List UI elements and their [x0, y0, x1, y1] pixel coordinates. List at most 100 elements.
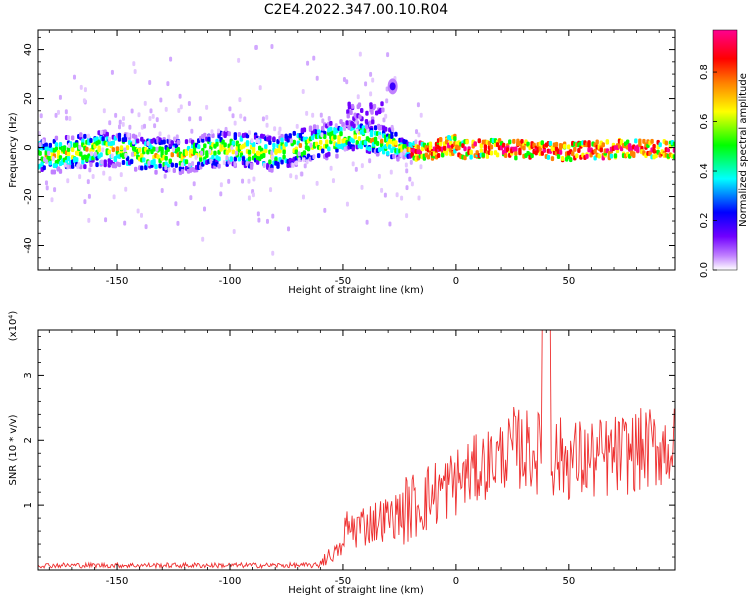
spectrogram-noise-cell — [83, 199, 87, 205]
spectrogram-cell — [654, 153, 658, 159]
spectrogram-noise-cell — [192, 181, 196, 187]
spectrogram-noise-cell — [269, 187, 273, 193]
spectrogram-cell — [357, 102, 362, 108]
spectrogram-noise-cell — [155, 117, 159, 123]
spectrogram-cell — [540, 140, 544, 146]
spectrogram-cell — [495, 152, 500, 158]
spectrogram-cell — [585, 153, 589, 159]
spectrogram-noise-cell — [303, 163, 307, 169]
spectrogram-noise-cell — [190, 128, 194, 134]
snr-y-axis-label: SNR (10 * v/v) — [8, 414, 19, 485]
spectrogram-cell — [133, 134, 138, 140]
spectrogram-noise-cell — [417, 132, 421, 138]
spectrogram-noise-cell — [153, 123, 157, 129]
spectrogram-noise-cell — [147, 161, 151, 167]
spectrogram-noise-cell — [87, 133, 91, 139]
spectrogram-cell — [158, 163, 162, 169]
spectrogram-noise-cell — [39, 113, 43, 119]
spectrogram-noise-cell — [167, 167, 171, 173]
spectrogram-noise-cell — [54, 112, 58, 118]
spectrogram-cell — [321, 148, 325, 154]
spectrogram-noise-cell — [343, 126, 347, 132]
spectrogram-cell — [310, 135, 315, 141]
spectrogram-noise-cell — [86, 179, 90, 185]
spectrogram-cell — [237, 156, 242, 162]
spectrogram-noise-cell — [82, 98, 86, 104]
colorbar: 0.0 0.2 0.4 0.6 0.8 Normalized spectral ampl… — [699, 29, 749, 278]
spectrogram-noise-cell — [178, 93, 182, 99]
spectrogram-cell — [40, 161, 44, 167]
spectrogram-noise-cell — [305, 110, 309, 116]
spectrogram-cell — [168, 158, 172, 164]
spectrogram-x-tick-label: 50 — [562, 276, 575, 287]
spectrogram-cell — [375, 140, 380, 146]
spectrogram-x-tick-label: 0 — [453, 276, 459, 287]
spectrogram-cell — [282, 154, 286, 160]
spectrogram-cell — [426, 154, 431, 160]
spectrogram-noise-cell — [261, 116, 265, 122]
spectrogram-cell — [211, 133, 215, 139]
spectrogram-noise-cell — [164, 106, 168, 112]
spectrogram-noise-cell — [271, 213, 275, 219]
spectrogram-noise-cell — [219, 191, 223, 197]
spectrogram-cell — [666, 147, 671, 153]
spectrogram-cell — [562, 143, 567, 149]
spectrogram-noise-cell — [408, 176, 412, 182]
spectrogram-cell — [463, 146, 467, 152]
spectrogram-x-axis-label: Height of straight line (km) — [288, 285, 424, 296]
spectrogram-cell — [571, 151, 575, 157]
spectrogram-cell — [89, 162, 93, 168]
spectrogram-cell — [632, 153, 636, 159]
spectrogram-cell — [522, 145, 526, 151]
spectrogram-cell — [229, 156, 233, 162]
spectrogram-cell — [247, 149, 252, 155]
spectrogram-noise-cell — [409, 159, 413, 165]
spectrogram-noise-cell — [108, 176, 112, 182]
spectrogram-cell — [323, 134, 327, 140]
spectrogram-noise-cell — [124, 152, 128, 158]
spectrogram-noise-cell — [65, 115, 69, 121]
spectrogram-noise-cell — [137, 112, 141, 118]
spectrogram-cell — [184, 151, 189, 157]
spectrogram-cell — [325, 139, 329, 145]
spectrogram-cell — [394, 140, 398, 146]
spectrogram-frame — [37, 29, 676, 271]
spectrogram-cell — [89, 137, 93, 143]
spectrogram-noise-cell — [385, 98, 389, 104]
spectrogram-noise-cell — [380, 187, 384, 193]
colorbar-tick-label: 0.2 — [699, 213, 710, 229]
spectrogram-noise-cell — [114, 112, 118, 118]
spectrogram-cell — [351, 138, 355, 144]
spectrogram-noise-cell — [159, 97, 163, 103]
spectrogram-cell — [672, 147, 675, 153]
spectrogram-noise-cell — [273, 126, 277, 132]
snr-y-tick-label: 1 — [23, 502, 34, 508]
spectrogram-cell — [241, 156, 246, 162]
spectrogram-noise-cell — [405, 168, 409, 174]
spectrogram-noise-cell — [110, 153, 114, 159]
spectrogram-noise-cell — [237, 57, 241, 63]
spectrogram-noise-cell — [265, 218, 269, 224]
spectrogram-cell — [508, 139, 512, 145]
spectrogram-noise-cell — [122, 115, 126, 121]
spectrogram-cell — [410, 151, 414, 157]
spectrogram-cell — [66, 151, 71, 157]
spectrogram-noise-cell — [130, 151, 134, 157]
spectrogram-cell — [117, 132, 122, 138]
spectrogram-cell — [111, 140, 116, 146]
spectrogram-cell — [217, 156, 221, 162]
spectrogram-cell — [359, 144, 364, 150]
spectrogram-noise-cell — [345, 201, 349, 207]
spectrogram-cell — [54, 142, 59, 148]
spectrogram-cell — [355, 140, 359, 146]
spectrogram-cell — [477, 138, 481, 144]
snr-panel: -150 -100 -50 0 50 1 2 3 Height of straight lin… — [8, 311, 676, 596]
snr-series-line — [38, 330, 675, 570]
spectrogram-noise-cell — [56, 109, 60, 115]
spectrogram-cell — [58, 168, 63, 174]
spectrogram-noise-cell — [132, 61, 136, 67]
snr-y-tick-label: 2 — [23, 437, 34, 443]
spectrogram-noise-cell — [378, 134, 382, 140]
spectrogram-cell — [483, 144, 488, 150]
spectrogram-noise-cell — [158, 131, 162, 137]
